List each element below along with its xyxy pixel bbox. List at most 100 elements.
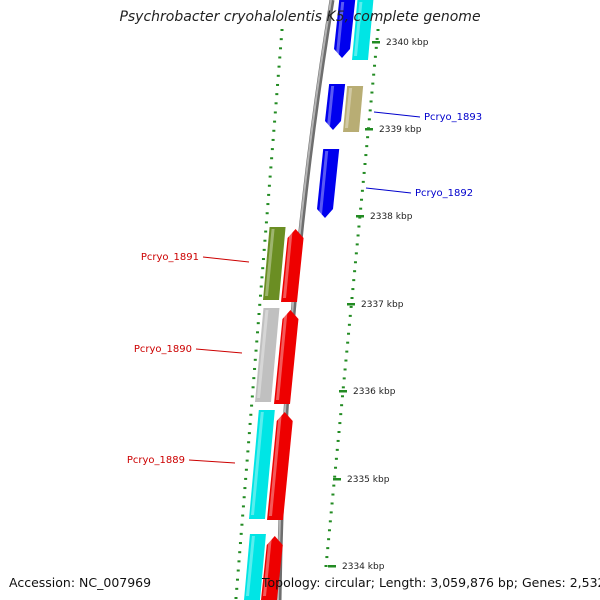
outer-ring-dot <box>374 46 378 49</box>
cog-feature-shine <box>251 412 264 515</box>
inner-ring-dot <box>239 532 243 535</box>
outer-ring-dot <box>344 359 348 362</box>
map-title: Psychrobacter cryohalolentis K5, complet… <box>119 9 481 25</box>
outer-ring-dot <box>373 64 377 67</box>
label-leader-line <box>202 256 250 263</box>
outer-ring-dot <box>361 180 365 183</box>
tick-mark <box>328 565 336 568</box>
tick-label: 2336 kbp <box>353 387 396 397</box>
cog-feature <box>255 308 280 402</box>
outer-ring-dot <box>370 91 374 94</box>
cds-forward-body <box>317 149 340 218</box>
cds-forward-body <box>334 0 356 58</box>
inner-ring-dot <box>257 313 261 315</box>
inner-ring-dot <box>270 148 274 151</box>
inner-ring-dot <box>273 111 277 114</box>
length-value: 3,059,876 bp <box>430 575 514 590</box>
gene-label: Pcryo_1889 <box>127 455 236 466</box>
cog-feature-shine <box>265 229 275 296</box>
outer-ring-dot <box>357 225 361 228</box>
cog-feature-body <box>352 0 374 60</box>
cog-feature-shine <box>257 310 269 398</box>
inner-ring-dot <box>241 514 245 517</box>
outer-ring-dot <box>358 216 362 219</box>
gene-label: Pcryo_1890 <box>134 344 243 355</box>
outer-ring-dot <box>354 252 358 255</box>
cog-feature-body <box>263 227 286 300</box>
outer-ring-dot <box>338 422 342 425</box>
inner-ring-dot <box>265 212 269 215</box>
label-leader-line <box>365 187 412 194</box>
inner-ring-dot <box>273 120 277 123</box>
inner-ring-dot <box>279 38 283 41</box>
outer-ring-dot <box>336 439 340 442</box>
outer-ring-dot <box>372 73 376 76</box>
inner-ring-dot <box>250 395 254 398</box>
outer-ring-dot <box>351 288 355 291</box>
cog-feature-shine <box>354 2 363 56</box>
inner-ring-dot <box>240 523 244 526</box>
outer-ring-dot <box>327 529 331 532</box>
tick-label: 2338 kbp <box>370 212 413 222</box>
inner-ring-dot <box>260 276 264 279</box>
cds-reverse-shine <box>283 231 293 298</box>
outer-ring-dot <box>347 332 351 335</box>
gene-name: Pcryo_1889 <box>127 455 185 466</box>
inner-ring-dot <box>267 184 271 187</box>
inner-ring-dot <box>277 65 281 68</box>
inner-ring-dot <box>259 285 263 288</box>
inner-ring-dot <box>243 487 247 490</box>
outer-ring-dot <box>362 171 366 174</box>
inner-ring-dot <box>262 248 266 251</box>
inner-ring-dot <box>256 322 260 325</box>
inner-ring-dot <box>264 221 268 224</box>
inner-ring-dot <box>274 102 278 105</box>
outer-ring-dot <box>328 520 332 523</box>
inner-ring-dot <box>253 358 257 361</box>
accession-label: Accession: <box>9 575 76 590</box>
outer-ring-dot <box>367 118 371 121</box>
cds-forward-shine <box>327 86 335 126</box>
cds-reverse-shine <box>276 312 288 400</box>
inner-ring-dot <box>258 303 262 306</box>
outer-ring-dot <box>353 270 357 273</box>
inner-ring-dot <box>246 450 250 453</box>
topology-label: Topology: <box>262 575 321 590</box>
tick-mark <box>347 303 355 306</box>
outer-ring-dot <box>365 145 369 148</box>
cog-feature-body <box>244 534 266 600</box>
cog-feature-body <box>343 86 364 132</box>
inner-ring-dot <box>279 47 283 50</box>
cds-forward-body <box>325 84 346 130</box>
outer-ring-dot <box>364 154 368 157</box>
outer-ring-dot <box>331 493 335 496</box>
accession-info: Accession: NC_007969 <box>9 575 151 590</box>
inner-ring-dot <box>275 93 279 96</box>
gene-label: Pcryo_1892 <box>365 187 473 199</box>
outer-ring-dot <box>334 466 338 469</box>
tick-mark <box>339 390 347 393</box>
gene-features <box>244 0 374 600</box>
outer-ring-dot <box>369 100 373 103</box>
outer-ring-dot <box>334 457 338 460</box>
gene-name: Pcryo_1890 <box>134 344 192 355</box>
outer-ring-dot <box>353 261 357 264</box>
gene-label: Pcryo_1891 <box>141 252 250 263</box>
inner-ring-dot <box>236 569 240 572</box>
inner-ring-dot <box>235 587 239 590</box>
outer-ring-dot <box>355 243 359 246</box>
outer-ring-dot <box>340 395 344 398</box>
outer-ring-dot <box>333 475 337 478</box>
cog-feature <box>263 227 286 300</box>
inner-ring-dot <box>249 413 253 416</box>
inner-ring-dot <box>280 29 284 31</box>
gene-name: Pcryo_1892 <box>415 188 473 199</box>
inner-ring-dot <box>244 477 248 480</box>
outer-ring-dot <box>346 341 350 344</box>
inner-ring-dot <box>247 441 251 444</box>
outer-ring-dot <box>339 413 343 416</box>
inner-ring-dot <box>269 166 273 169</box>
outer-ring-dot <box>340 404 344 407</box>
topology-value: circular <box>324 575 371 590</box>
cds-forward <box>317 149 340 218</box>
